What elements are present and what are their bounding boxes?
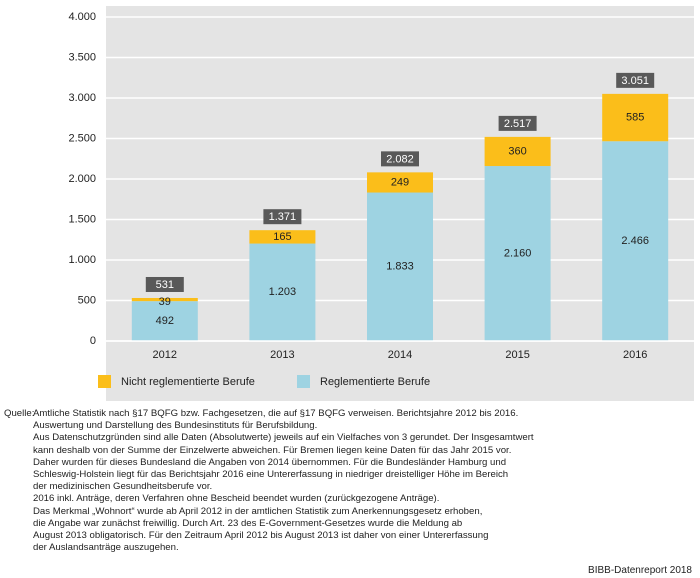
total-box bbox=[145, 276, 184, 292]
legend-swatch-reglementiert bbox=[297, 375, 310, 388]
y-tick-label: 1.500 bbox=[68, 213, 96, 225]
data-label-reglementiert: 1.203 bbox=[269, 286, 297, 298]
total-label: 2.517 bbox=[504, 118, 532, 130]
source-line: Amtliche Statistik nach §17 BQFG bzw. Fa… bbox=[33, 408, 519, 419]
x-tick-label: 2012 bbox=[153, 349, 177, 361]
y-tick-label: 3.500 bbox=[68, 51, 96, 63]
legend-label-reglementiert: Reglementierte Berufe bbox=[320, 375, 431, 388]
source-line: Daher wurden für dieses Bundesland die A… bbox=[33, 456, 507, 468]
total-box bbox=[263, 209, 302, 225]
data-label-reglementiert: 1.833 bbox=[386, 261, 414, 273]
chart-area: 0 500 1.000 1.500 2.000 2.500 3.000 3.500 4.000 4… bbox=[68, 6, 694, 401]
total-box bbox=[616, 72, 655, 88]
bar-nicht-reglementiert bbox=[131, 297, 198, 302]
bar-reglementiert bbox=[367, 192, 433, 341]
y-tick-label: 3.000 bbox=[68, 92, 96, 104]
y-tick-label: 500 bbox=[78, 294, 96, 306]
bar-reglementiert bbox=[249, 243, 316, 341]
data-label-reglementiert: 2.160 bbox=[504, 247, 532, 259]
x-tick-label: 2014 bbox=[388, 349, 412, 361]
total-label: 2.082 bbox=[386, 153, 414, 165]
data-label-nicht-reglementiert: 249 bbox=[391, 176, 409, 188]
bar-nicht-reglementiert bbox=[484, 136, 551, 167]
source-line: August 2013 obligatorisch. Für den Zeitr… bbox=[33, 530, 489, 542]
legend-item-nicht-reglementiert: Nicht reglementierte Berufe bbox=[98, 375, 255, 388]
total-box bbox=[381, 151, 419, 167]
source-line: kann deshalb von der Summe der Einzelwer… bbox=[33, 444, 512, 456]
total-label: 3.051 bbox=[621, 75, 649, 87]
data-label-nicht-reglementiert: 585 bbox=[626, 111, 644, 123]
bar-reglementiert bbox=[131, 301, 198, 341]
x-tick-label: 2013 bbox=[270, 349, 294, 361]
bar-reglementiert bbox=[484, 166, 551, 341]
total-label: 531 bbox=[156, 279, 174, 291]
source-line: der Auslandsanträge auszugehen. bbox=[33, 542, 179, 554]
y-tick-label: 0 bbox=[90, 335, 96, 347]
credit: BIBB-Datenreport 2018 bbox=[588, 565, 692, 576]
y-tick-label: 1.000 bbox=[68, 254, 96, 266]
source-line: die Angabe war zunächst freiwillig. Durc… bbox=[33, 517, 463, 529]
source-line: Schleswig-Holstein liegt für das Bericht… bbox=[33, 469, 509, 481]
data-label-reglementiert: 2.466 bbox=[621, 235, 649, 247]
data-label-nicht-reglementiert: 39 bbox=[159, 296, 171, 308]
total-label: 1.371 bbox=[269, 211, 297, 223]
legend: Nicht reglementierte Berufe Reglementier… bbox=[0, 371, 700, 391]
legend-label-nicht-reglementiert: Nicht reglementierte Berufe bbox=[121, 375, 255, 388]
stacked-bar-chart: 0 500 1.000 1.500 2.000 2.500 3.000 3.500 4.000 4… bbox=[68, 11, 694, 361]
data-label-nicht-reglementiert: 165 bbox=[273, 231, 291, 243]
source-line: der medizinischen Gesundheitsberufe vor. bbox=[33, 481, 213, 493]
total-box bbox=[498, 115, 537, 131]
y-tick-label: 2.500 bbox=[68, 132, 96, 144]
y-tick-label: 4.000 bbox=[68, 11, 96, 23]
y-tick-label: 2.000 bbox=[68, 173, 96, 185]
source-label: Quelle: bbox=[4, 408, 35, 419]
source-text: Amtliche Statistik nach §17 BQFG bzw. Fa… bbox=[33, 408, 673, 554]
source-line: Das Merkmal „Wohnort“ wurde ab April 201… bbox=[33, 505, 483, 517]
x-tick-label: 2016 bbox=[623, 349, 647, 361]
legend-swatch-nicht-reglementiert bbox=[98, 375, 111, 388]
source-line: 2016 inkl. Anträge, deren Verfahren ohne… bbox=[33, 493, 440, 505]
data-label-nicht-reglementiert: 360 bbox=[508, 145, 526, 157]
source-line: Aus Datenschutzgründen sind alle Daten (… bbox=[33, 432, 534, 444]
data-label-reglementiert: 492 bbox=[156, 315, 174, 327]
legend-item-reglementiert: Reglementierte Berufe bbox=[297, 375, 430, 388]
bar-nicht-reglementiert bbox=[367, 172, 433, 193]
source-line: Auswertung und Darstellung des Bundesins… bbox=[33, 420, 318, 432]
x-tick-label: 2015 bbox=[505, 349, 529, 361]
bar-nicht-reglementiert bbox=[249, 230, 316, 244]
bar-nicht-reglementiert bbox=[602, 93, 669, 142]
bar-reglementiert bbox=[602, 141, 669, 341]
